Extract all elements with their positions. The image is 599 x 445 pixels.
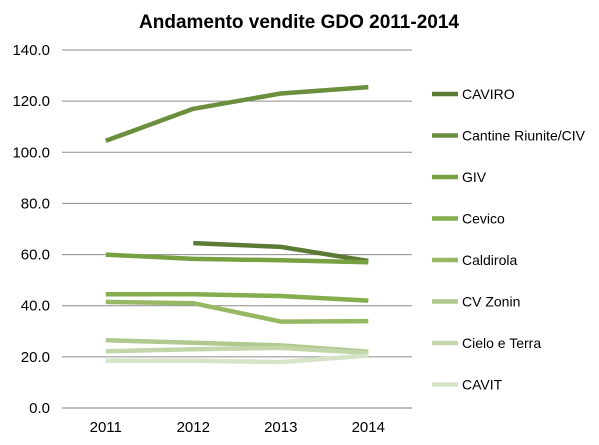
y-axis: 0.0 20.0 40.0 60.0 80.0 100.0 120.0 140.0 xyxy=(12,42,50,417)
x-axis: 2011 2012 2013 2014 xyxy=(90,419,385,436)
y-tick-label: 0.0 xyxy=(29,400,50,417)
x-tick-label: 2014 xyxy=(352,419,385,436)
y-tick-label: 80.0 xyxy=(21,195,50,212)
series-line-7 xyxy=(105,345,369,356)
y-tick-label: 140.0 xyxy=(12,42,50,59)
legend-label: CAVIT xyxy=(462,377,503,393)
legend-label: CV Zonin xyxy=(462,294,520,310)
series-line-8 xyxy=(105,353,369,365)
chart-title: Andamento vendite GDO 2011-2014 xyxy=(139,12,459,33)
y-tick-label: 40.0 xyxy=(21,298,50,315)
series-lines xyxy=(105,84,369,365)
series-line-1 xyxy=(193,240,369,264)
legend: CAVIRO Cantine Riunite/CIV GIV Cevico Caldir… xyxy=(432,86,586,393)
legend-label: Caldirola xyxy=(462,252,517,268)
x-tick-label: 2011 xyxy=(90,419,122,436)
legend-label: CAVIRO xyxy=(462,86,515,102)
x-tick-label: 2012 xyxy=(177,419,210,436)
legend-label: Cielo e Terra xyxy=(462,335,541,351)
y-tick-label: 100.0 xyxy=(12,144,50,161)
legend-label: Cantine Riunite/CIV xyxy=(462,128,586,144)
series-line-3 xyxy=(105,252,369,265)
y-tick-label: 120.0 xyxy=(12,93,50,110)
series-line-2 xyxy=(105,84,369,143)
legend-label: GIV xyxy=(462,169,487,185)
series-line-5 xyxy=(105,299,369,324)
y-tick-label: 60.0 xyxy=(21,247,50,264)
legend-label: Cevico xyxy=(462,211,505,227)
series-line-4 xyxy=(105,291,369,303)
x-tick-label: 2013 xyxy=(264,419,297,436)
y-tick-label: 20.0 xyxy=(21,349,50,366)
